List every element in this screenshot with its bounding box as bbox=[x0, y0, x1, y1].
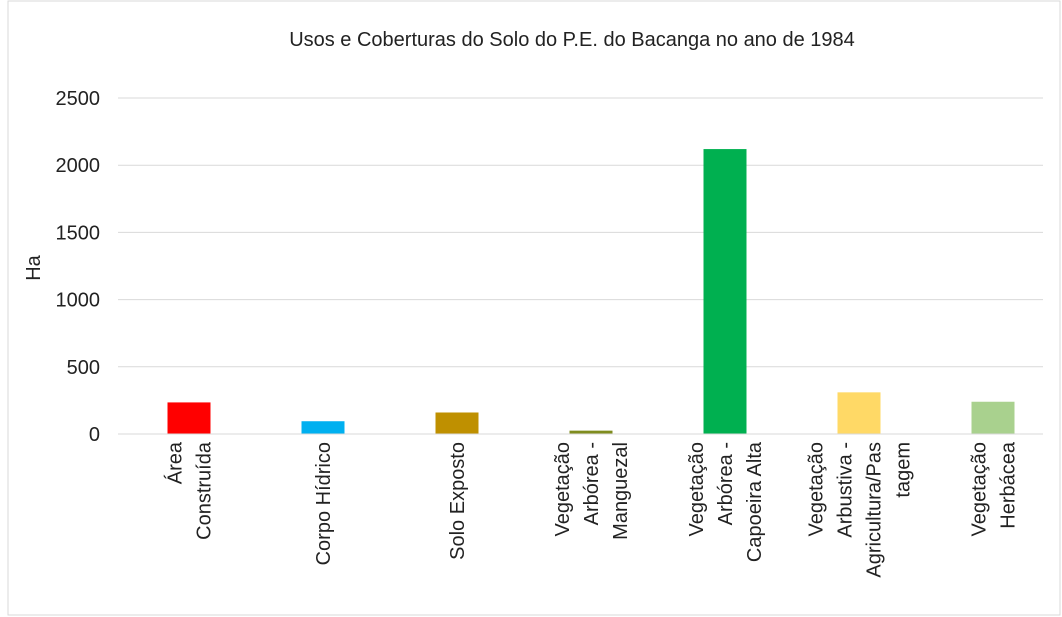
y-tick-label: 0 bbox=[89, 424, 100, 446]
x-tick-label: Área Construída bbox=[164, 441, 216, 540]
x-tick-label: Vegetação Arbustiva - Agricultura/Pas tagem bbox=[806, 442, 915, 578]
bar bbox=[569, 430, 613, 434]
bar bbox=[703, 149, 747, 434]
x-tick-label: Vegetação Arbórea - Capoeira Alta bbox=[686, 441, 766, 562]
y-tick-label: 1000 bbox=[56, 290, 101, 312]
y-tick-label: 2500 bbox=[56, 88, 101, 110]
x-tick-label: Corpo Hídrico bbox=[313, 442, 335, 565]
bar bbox=[971, 401, 1015, 434]
chart-title: Usos e Coberturas do Solo do P.E. do Bac… bbox=[289, 29, 855, 51]
y-axis-label: Ha bbox=[23, 254, 45, 280]
bar bbox=[837, 392, 881, 434]
x-tick-label: Vegetação Arbórea - Manguezal bbox=[552, 442, 632, 540]
bar bbox=[301, 421, 345, 434]
x-tick-label: Vegetação Herbácea bbox=[969, 441, 1020, 536]
y-tick-label: 2000 bbox=[56, 155, 101, 177]
x-tick-label: Solo Exposto bbox=[447, 442, 469, 560]
chart-border bbox=[7, 0, 1061, 616]
y-tick-label: 1500 bbox=[56, 222, 101, 244]
y-tick-label: 500 bbox=[67, 357, 100, 379]
bar bbox=[167, 402, 211, 434]
bar bbox=[435, 412, 479, 434]
